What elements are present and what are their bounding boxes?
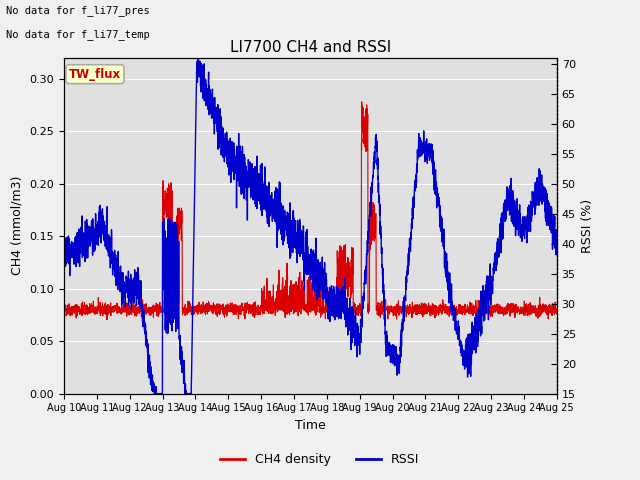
Title: LI7700 CH4 and RSSI: LI7700 CH4 and RSSI	[230, 40, 391, 55]
Text: TW_flux: TW_flux	[69, 68, 121, 81]
Legend: CH4 density, RSSI: CH4 density, RSSI	[216, 448, 424, 471]
X-axis label: Time: Time	[295, 419, 326, 432]
Text: No data for f_li77_temp: No data for f_li77_temp	[6, 29, 150, 40]
Text: No data for f_li77_pres: No data for f_li77_pres	[6, 5, 150, 16]
Y-axis label: RSSI (%): RSSI (%)	[581, 199, 595, 252]
Y-axis label: CH4 (mmol/m3): CH4 (mmol/m3)	[11, 176, 24, 276]
